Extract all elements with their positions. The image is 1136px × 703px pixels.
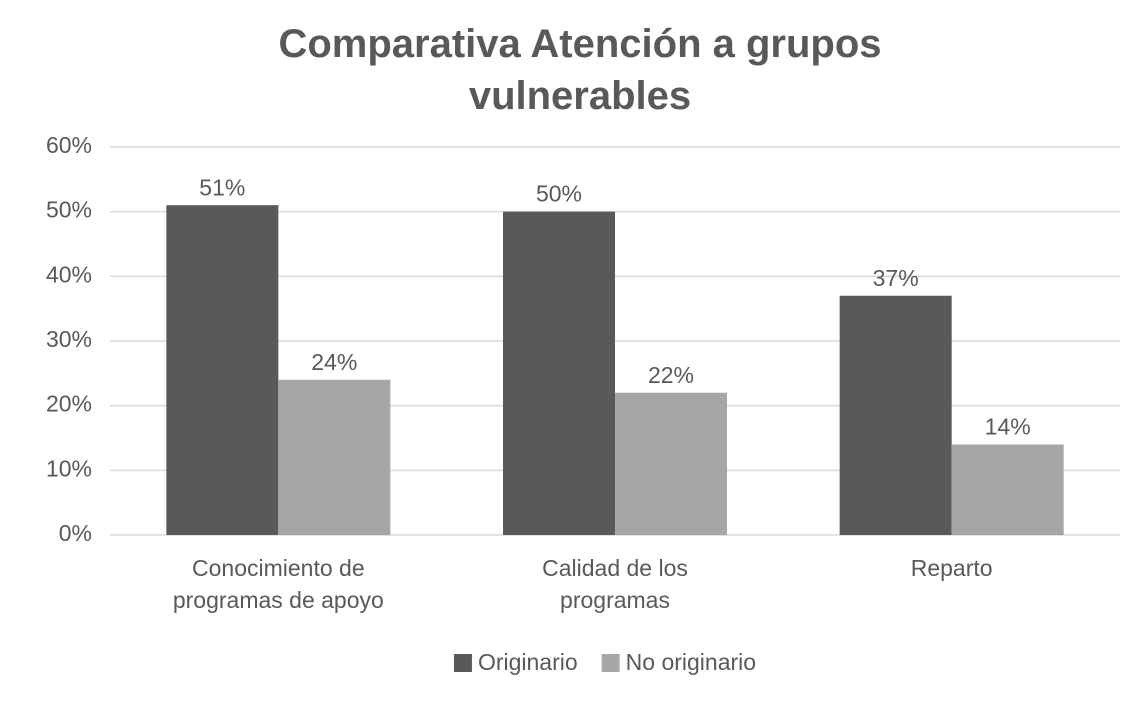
x-tick-label: Reparto — [910, 555, 993, 581]
legend-swatch — [601, 654, 620, 672]
y-tick-label: 40% — [46, 261, 92, 287]
data-label: 50% — [536, 181, 582, 207]
legend-label: Originario — [478, 649, 578, 675]
bar — [951, 444, 1064, 535]
legend-label: No originario — [626, 649, 756, 675]
data-label: 24% — [311, 349, 357, 375]
data-label: 22% — [648, 362, 694, 388]
bar — [839, 295, 952, 535]
y-tick-label: 60% — [46, 132, 92, 158]
data-label: 37% — [873, 265, 919, 291]
bar — [503, 211, 615, 535]
y-tick-label: 0% — [59, 520, 92, 546]
bar — [615, 392, 727, 535]
data-label: 14% — [985, 414, 1031, 440]
legend-swatch — [453, 654, 472, 672]
x-tick-label: Conocimiento de programas de apoyo — [172, 555, 384, 613]
y-tick-label: 20% — [46, 391, 92, 417]
data-label: 51% — [199, 174, 245, 200]
y-tick-label: 50% — [46, 197, 92, 223]
y-tick-label: 30% — [46, 326, 92, 352]
y-tick-label: 10% — [46, 455, 92, 481]
bar — [166, 205, 279, 535]
chart-title: Comparativa Atención a grupos vulnerable… — [278, 22, 882, 118]
bar — [278, 379, 391, 535]
x-tick-label: Calidad de los programas — [542, 555, 688, 613]
